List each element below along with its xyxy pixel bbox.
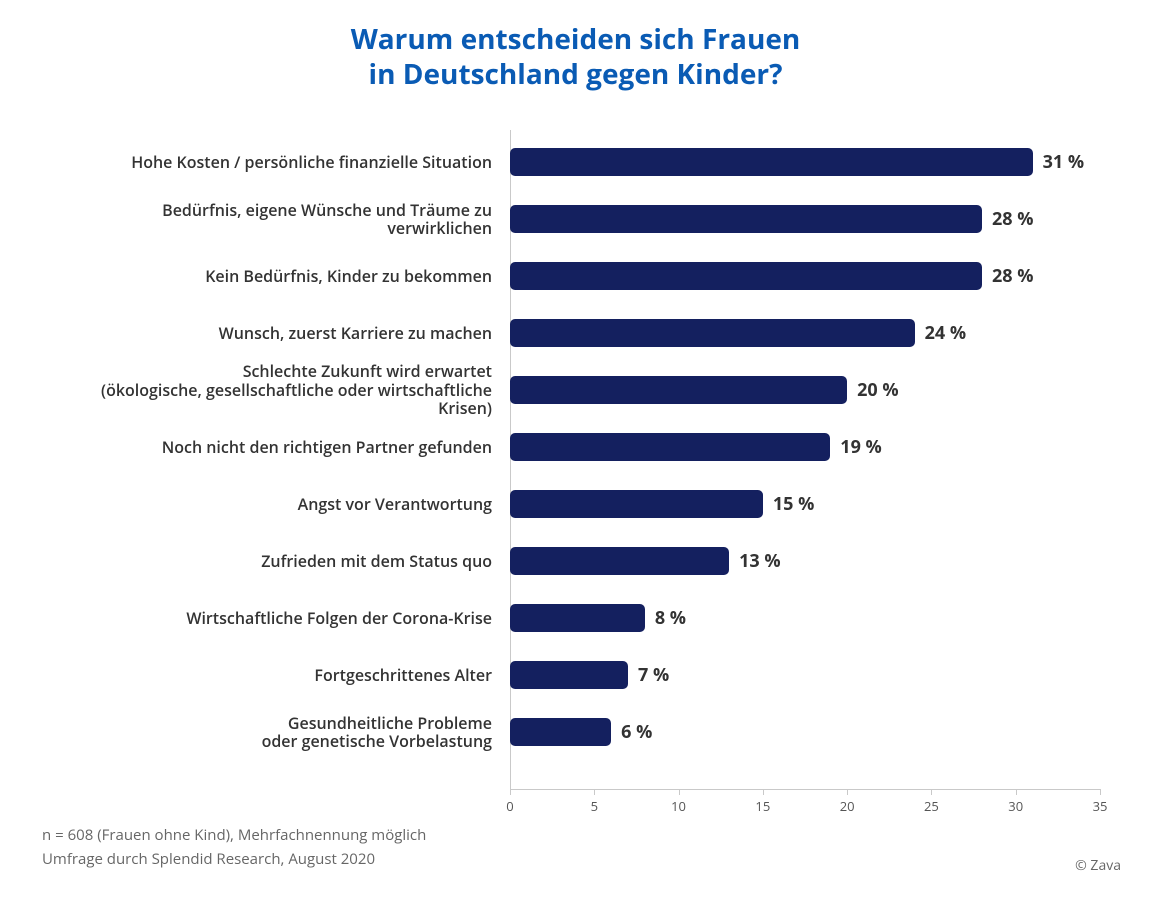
category-label: Fortgeschrittenes Alter bbox=[60, 666, 510, 684]
value-label: 13 % bbox=[739, 549, 780, 573]
bar bbox=[510, 547, 729, 575]
x-tick-mark bbox=[1016, 789, 1017, 795]
category-label: Kein Bedürfnis, Kinder zu bekommen bbox=[60, 267, 510, 285]
footer-line-2: Umfrage durch Splendid Research, August … bbox=[42, 847, 426, 871]
value-label: 6 % bbox=[621, 720, 652, 744]
x-tick-mark bbox=[679, 789, 680, 795]
chart-title: Warum entscheiden sich Frauen in Deutsch… bbox=[0, 0, 1151, 92]
bar-row: Gesundheitliche Problemeoder genetische … bbox=[60, 718, 1100, 746]
footer-line-1: n = 608 (Frauen ohne Kind), Mehrfachnenn… bbox=[42, 823, 426, 847]
bar bbox=[510, 262, 982, 290]
bar-row: Wunsch, zuerst Karriere zu machen 24 % bbox=[60, 319, 1100, 347]
bar bbox=[510, 661, 628, 689]
x-axis: 05101520253035 bbox=[510, 789, 1100, 790]
value-label: 15 % bbox=[773, 492, 814, 516]
value-label: 28 % bbox=[992, 264, 1033, 288]
bar-zone: 7 % bbox=[510, 661, 1100, 689]
bar bbox=[510, 376, 847, 404]
category-label: Zufrieden mit dem Status quo bbox=[60, 552, 510, 570]
x-tick-mark bbox=[931, 789, 932, 795]
value-label: 28 % bbox=[992, 207, 1033, 231]
value-label: 19 % bbox=[840, 435, 881, 459]
bar bbox=[510, 433, 830, 461]
bar bbox=[510, 148, 1033, 176]
bar-zone: 13 % bbox=[510, 547, 1100, 575]
bar-zone: 28 % bbox=[510, 262, 1100, 290]
category-label: Wirtschaftliche Folgen der Corona-Krise bbox=[60, 609, 510, 627]
category-label: Wunsch, zuerst Karriere zu machen bbox=[60, 324, 510, 342]
bar-row: Schlechte Zukunft wird erwartet(ökologis… bbox=[60, 376, 1100, 404]
bar bbox=[510, 319, 915, 347]
bar-zone: 19 % bbox=[510, 433, 1100, 461]
x-tick-mark bbox=[594, 789, 595, 795]
chart-area: Hohe Kosten / persönliche finanzielle Si… bbox=[60, 130, 1100, 790]
value-label: 24 % bbox=[925, 321, 966, 345]
x-tick-label: 0 bbox=[506, 797, 513, 815]
x-tick-label: 10 bbox=[671, 797, 686, 815]
bar-zone: 31 % bbox=[510, 148, 1100, 176]
chart-title-line1: Warum entscheiden sich Frauen bbox=[351, 20, 801, 58]
category-label: Angst vor Verantwortung bbox=[60, 495, 510, 513]
bar bbox=[510, 718, 611, 746]
x-tick-mark bbox=[847, 789, 848, 795]
category-label: Hohe Kosten / persönliche finanzielle Si… bbox=[60, 153, 510, 171]
value-label: 7 % bbox=[638, 663, 669, 687]
bar-zone: 15 % bbox=[510, 490, 1100, 518]
x-axis-line bbox=[510, 789, 1100, 790]
bar-row: Fortgeschrittenes Alter 7 % bbox=[60, 661, 1100, 689]
x-tick-mark bbox=[510, 789, 511, 795]
bar bbox=[510, 604, 645, 632]
category-label: Gesundheitliche Problemeoder genetische … bbox=[60, 714, 510, 751]
value-label: 8 % bbox=[655, 606, 686, 630]
x-tick-mark bbox=[763, 789, 764, 795]
x-tick-label: 35 bbox=[1093, 797, 1108, 815]
bar-zone: 8 % bbox=[510, 604, 1100, 632]
bar-row: Bedürfnis, eigene Wünsche und Träume zu … bbox=[60, 205, 1100, 233]
bar-zone: 6 % bbox=[510, 718, 1100, 746]
bar-row: Zufrieden mit dem Status quo 13 % bbox=[60, 547, 1100, 575]
bar-row: Noch nicht den richtigen Partner gefunde… bbox=[60, 433, 1100, 461]
x-tick-mark bbox=[1100, 789, 1101, 795]
bar-row: Angst vor Verantwortung 15 % bbox=[60, 490, 1100, 518]
category-label: Bedürfnis, eigene Wünsche und Träume zu … bbox=[60, 201, 510, 238]
value-label: 31 % bbox=[1043, 150, 1084, 174]
bar-row: Hohe Kosten / persönliche finanzielle Si… bbox=[60, 148, 1100, 176]
x-tick-label: 15 bbox=[755, 797, 770, 815]
credit-text: © Zava bbox=[1075, 856, 1121, 875]
x-tick-label: 20 bbox=[840, 797, 855, 815]
category-label: Schlechte Zukunft wird erwartet(ökologis… bbox=[60, 362, 510, 417]
x-tick-label: 30 bbox=[1008, 797, 1023, 815]
chart-title-line2: in Deutschland gegen Kinder? bbox=[369, 55, 783, 93]
bar-zone: 20 % bbox=[510, 376, 1100, 404]
bar-zone: 28 % bbox=[510, 205, 1100, 233]
chart-footer: n = 608 (Frauen ohne Kind), Mehrfachnenn… bbox=[42, 823, 426, 871]
bar bbox=[510, 490, 763, 518]
bar bbox=[510, 205, 982, 233]
x-tick-label: 5 bbox=[591, 797, 598, 815]
category-label: Noch nicht den richtigen Partner gefunde… bbox=[60, 438, 510, 456]
bar-row: Wirtschaftliche Folgen der Corona-Krise 8… bbox=[60, 604, 1100, 632]
bar-zone: 24 % bbox=[510, 319, 1100, 347]
value-label: 20 % bbox=[857, 378, 898, 402]
bar-row: Kein Bedürfnis, Kinder zu bekommen 28 % bbox=[60, 262, 1100, 290]
x-tick-label: 25 bbox=[924, 797, 939, 815]
